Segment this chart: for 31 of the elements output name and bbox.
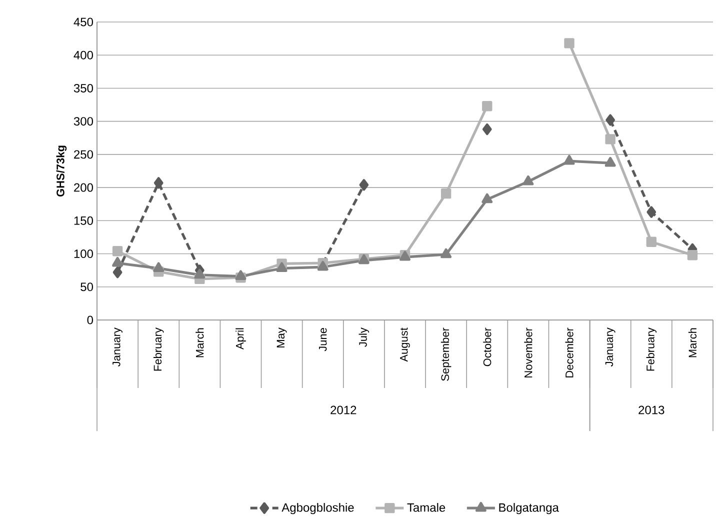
x-tick-label: July xyxy=(358,328,370,347)
x-tick-label: January xyxy=(605,328,616,366)
x-tick-label: December xyxy=(565,328,574,378)
x-tick-label: June xyxy=(319,328,327,352)
x-tick-label: October xyxy=(483,328,492,366)
y-tick-label: 350 xyxy=(74,84,94,92)
legend-label: Agbogbloshie xyxy=(282,502,354,514)
y-axis-title: GHS/73kg xyxy=(56,146,67,197)
y-tick-label: 0 xyxy=(87,316,94,324)
text: 2013 xyxy=(638,406,664,414)
y-tick-label: 400 xyxy=(74,50,94,60)
y-tick-label: 300 xyxy=(74,117,94,126)
x-tick-label: March xyxy=(196,328,204,358)
legend-label: Tamale xyxy=(407,502,446,512)
x-tick-label: January xyxy=(112,328,122,366)
legend-label: Bolgatanga xyxy=(499,502,559,514)
x-tick-label: February xyxy=(153,328,164,371)
y-tick-label: 150 xyxy=(74,216,94,225)
y-tick-label: 50 xyxy=(80,282,94,292)
x-tick-label: November xyxy=(524,328,532,378)
x-tick-label: September xyxy=(440,328,452,381)
x-tick-label: February xyxy=(646,328,657,371)
text: 2012 xyxy=(330,406,356,414)
y-tick-label: 200 xyxy=(74,183,94,192)
x-tick-label: April xyxy=(236,328,246,350)
x-tick-label: August xyxy=(400,328,410,362)
y-tick-label: 250 xyxy=(74,150,94,159)
x-tick-label: March xyxy=(688,328,696,358)
y-tick-label: 100 xyxy=(74,250,94,258)
y-tick-label: 450 xyxy=(74,18,94,26)
x-tick-label: May xyxy=(276,328,287,348)
